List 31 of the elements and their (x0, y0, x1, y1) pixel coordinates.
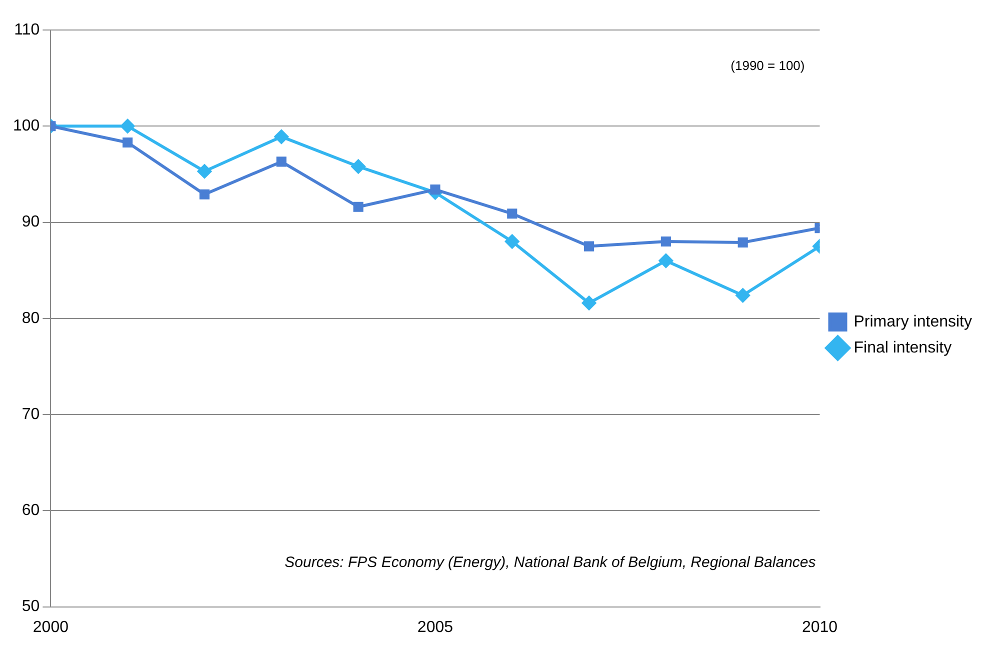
legend-label: Final intensity (854, 339, 952, 356)
legend-label: Primary intensity (854, 313, 972, 330)
x-tick-label: 2000 (32, 618, 69, 636)
annotation: (1990 = 100) (730, 58, 805, 73)
point (430, 184, 440, 195)
y-tick-label: 110 (14, 21, 40, 38)
point (660, 236, 671, 247)
x-tick-label: 2010 (802, 618, 838, 636)
point (658, 254, 673, 268)
y-tick-label: 90 (22, 214, 40, 231)
point (353, 202, 364, 212)
point (198, 164, 212, 178)
point (199, 189, 210, 200)
point (122, 137, 133, 148)
point (584, 241, 594, 252)
point (505, 234, 520, 248)
point (738, 237, 748, 248)
x-tick-label: 2005 (417, 618, 454, 636)
y-tick-label: 50 (22, 598, 40, 616)
point (582, 296, 596, 310)
point (120, 119, 135, 134)
y-tick-label: 60 (22, 502, 40, 520)
y-tick-label: 70 (22, 406, 40, 423)
annotation: Sources: FPS Economy (Energy), National Bank of Belgium, Regional Balances (284, 554, 816, 571)
y-tick-label: 80 (22, 310, 40, 327)
point (736, 288, 750, 302)
point (351, 160, 366, 174)
point (274, 130, 288, 144)
point (507, 208, 518, 219)
y-tick-label: 100 (12, 118, 40, 135)
point (276, 156, 286, 167)
